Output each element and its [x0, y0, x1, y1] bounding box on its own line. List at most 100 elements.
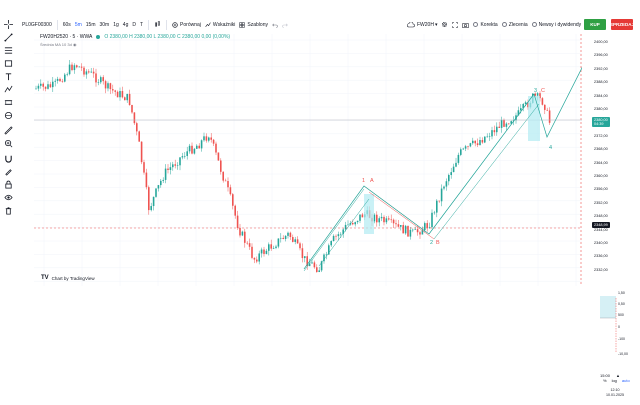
log-scale-button[interactable]: log [611, 378, 617, 383]
eye-icon[interactable] [4, 193, 13, 202]
checkbox-newsy[interactable]: Newsy i dywidendy [530, 18, 584, 31]
magnet-icon[interactable] [4, 154, 13, 163]
candle [385, 218, 388, 223]
candle [440, 188, 443, 202]
wave-label: 4 [549, 145, 552, 151]
checkbox-icon [531, 22, 537, 27]
up-arrow-icon[interactable]: ▲ [616, 373, 620, 378]
trash-icon[interactable] [4, 206, 13, 215]
brush-icon[interactable] [4, 111, 13, 120]
candle [414, 229, 416, 230]
legend-title: FW20H2520 · 5 · WWA [40, 34, 93, 40]
horizontal-lines-icon[interactable] [4, 46, 13, 55]
crosshair-icon[interactable] [4, 20, 13, 29]
candle [462, 148, 464, 150]
clock-date: 10.01.2025 [606, 392, 624, 397]
sell-button[interactable]: SPRZEDAJ [610, 19, 634, 30]
eye-icon[interactable]: ◉ [72, 42, 77, 47]
candle [128, 93, 131, 106]
legend-indicator[interactable]: Średnia MA 10 3d ◉ [40, 42, 230, 47]
candle [306, 256, 308, 267]
settings-button[interactable] [439, 18, 450, 31]
account-label: FW20H [417, 21, 434, 28]
legend-ohlc: O 2380,00 H 2380,00 L 2380,00 C 2380,00 … [104, 34, 231, 40]
channel-line [318, 198, 370, 267]
candle [541, 98, 544, 105]
candle [448, 175, 450, 182]
interval-60s[interactable]: 60s [62, 21, 71, 28]
candle [419, 232, 421, 235]
grid-icon [239, 21, 246, 28]
candle [443, 186, 445, 189]
price-axis[interactable]: 2400,00 2396,00 2392,00 2388,00 2384,00 2380,… [592, 34, 640, 286]
candle [328, 245, 330, 255]
pattern-icon[interactable] [4, 85, 13, 94]
symbol-search[interactable]: PL0GF00300 [22, 21, 52, 28]
candle [481, 140, 484, 143]
candle [352, 223, 354, 225]
timezone-value[interactable]: 15:00 [600, 373, 611, 378]
projection-icon[interactable] [4, 98, 13, 107]
interval-d[interactable]: D [132, 21, 136, 28]
pencil-lock-icon[interactable] [4, 167, 13, 176]
candle [383, 216, 385, 223]
interval-4g[interactable]: 4g [122, 21, 129, 28]
candle [188, 145, 191, 152]
highlight-box [528, 96, 540, 141]
templates-button[interactable]: Szablony [237, 18, 270, 31]
indicators-button[interactable]: Wskaźniki [203, 18, 238, 31]
trend-line-icon[interactable] [4, 33, 13, 42]
interval-1g[interactable]: 1g [113, 21, 119, 28]
interval-15m[interactable]: 15m [85, 21, 96, 28]
price-chart[interactable]: 1A2B3C45 [34, 34, 582, 286]
auto-scale-button[interactable]: auto [621, 378, 630, 383]
candle [186, 151, 188, 156]
mini-panel: 1,50 0,50 500 0 -100 -10,00 [598, 290, 640, 362]
account-button[interactable]: FW20H ▾ [405, 18, 439, 31]
fullscreen-button[interactable] [450, 18, 460, 31]
clock: 12:10 10.01.2025 [606, 388, 624, 397]
candle [256, 259, 258, 262]
text-tool-icon[interactable] [4, 72, 13, 81]
current-price-time: 04:39 [594, 122, 604, 126]
candle [236, 215, 239, 228]
checkbox-zlecenia[interactable]: Zlecenia [500, 18, 530, 31]
interval-30m[interactable]: 30m [99, 21, 110, 28]
rectangle-icon[interactable] [4, 59, 13, 68]
candle [467, 146, 469, 147]
candle [203, 136, 205, 141]
snapshot-button[interactable] [460, 18, 471, 31]
candle [356, 220, 359, 223]
market-status-icon [96, 35, 101, 39]
candle [109, 83, 112, 90]
candle [275, 246, 277, 248]
cloud-icon [407, 21, 415, 27]
wave-label: 3 [534, 88, 537, 94]
candle [313, 262, 316, 268]
candle [244, 231, 246, 243]
interval-t[interactable]: T [139, 21, 144, 28]
candle [421, 230, 424, 235]
redo-button[interactable] [280, 18, 290, 31]
zoom-in-icon[interactable] [4, 139, 13, 148]
tradingview-attribution[interactable]: TV Chart by TradingView [41, 275, 95, 281]
channel-line [303, 188, 365, 272]
chart-type-button[interactable] [152, 18, 163, 31]
ruler-icon[interactable] [4, 126, 13, 135]
price-tick-label: 2364,00 [594, 160, 608, 165]
candle [277, 238, 280, 247]
price-tick-label: 2380,00 [594, 107, 608, 111]
percent-scale-button[interactable]: % [603, 378, 607, 383]
price-tick-label: 2356,00 [594, 187, 608, 192]
buy-button[interactable]: KUP [584, 19, 606, 30]
checkbox-korekta[interactable]: Korekta [471, 18, 499, 31]
candle [508, 123, 510, 125]
interval-5m[interactable]: 5m [74, 21, 82, 28]
candle [460, 149, 462, 155]
price-tick-label: 2400,00 [594, 40, 608, 44]
candle [342, 229, 344, 234]
undo-button[interactable] [270, 18, 280, 31]
mini-label: 500 [618, 313, 624, 317]
lock-icon[interactable] [4, 180, 13, 189]
compare-button[interactable]: Porównaj [170, 18, 203, 31]
